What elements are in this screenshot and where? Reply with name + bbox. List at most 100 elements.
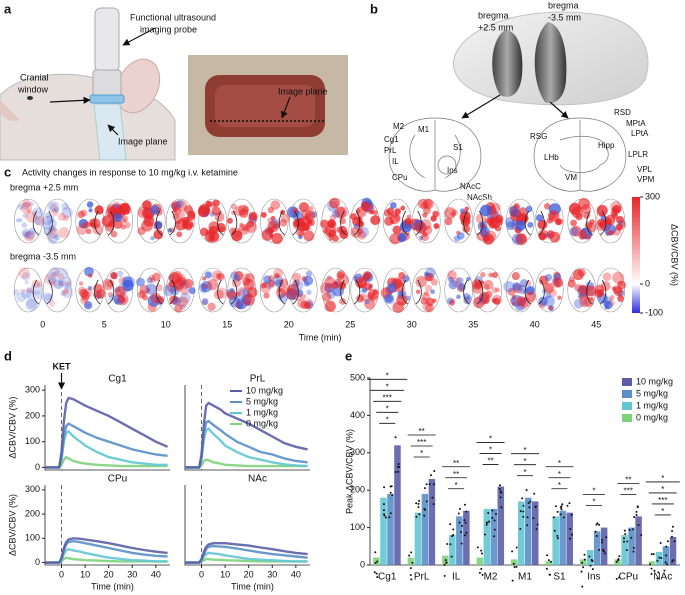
slice-outline (155, 210, 176, 236)
activity-patch (331, 209, 340, 218)
activity-patch (182, 216, 190, 225)
activity-patch (546, 230, 555, 239)
region-label: NAcSh (467, 193, 492, 202)
time-label: 40 (530, 319, 540, 329)
activity-patch (384, 216, 394, 226)
slice-outline (401, 210, 422, 236)
activity-patch (582, 211, 591, 219)
activity-patch (49, 203, 57, 211)
time-label: 0 (40, 319, 45, 329)
activity-patch (320, 282, 332, 295)
data-dot (602, 550, 605, 553)
heatmap-slice (13, 198, 73, 244)
region-label: RSG (530, 132, 547, 141)
activity-patch (123, 281, 134, 292)
activity-patch (521, 214, 529, 223)
activity-patch (212, 199, 220, 207)
activity-patch (260, 211, 267, 218)
time-label: 20 (284, 319, 294, 329)
activity-patch (145, 283, 157, 295)
activity-patch (24, 280, 29, 285)
activity-patch (136, 277, 145, 287)
probe-arrow (122, 27, 156, 46)
data-dot (423, 487, 426, 490)
bar (579, 559, 587, 565)
activity-patch (49, 266, 60, 277)
activity-patch (21, 222, 28, 228)
activity-patch (394, 208, 401, 216)
activity-patch (444, 217, 453, 226)
activity-patch (323, 227, 331, 235)
region-label: Ins (447, 166, 458, 175)
activity-patch (187, 210, 196, 219)
activity-patch (21, 289, 31, 300)
bar (628, 527, 635, 565)
activity-patch (305, 270, 312, 278)
activity-patch (154, 220, 163, 230)
activity-patch (167, 228, 173, 233)
activity-patch (570, 225, 582, 237)
activity-patch (432, 298, 437, 303)
data-dot (457, 512, 460, 515)
activity-patch (355, 276, 368, 289)
bar (621, 535, 628, 565)
activity-patch (488, 272, 494, 278)
data-dot (410, 578, 413, 581)
activity-patch (480, 204, 492, 217)
activity-patch (604, 214, 616, 226)
data-dot (590, 558, 593, 561)
heatmap-slice (259, 198, 318, 245)
activity-patch (276, 288, 286, 299)
data-dot (398, 466, 401, 469)
data-dot (534, 505, 537, 508)
data-dot (415, 502, 418, 505)
activity-patch (349, 213, 357, 221)
sig-label: *** (658, 496, 667, 505)
activity-patch (579, 284, 585, 291)
sig-label: * (489, 446, 492, 455)
activity-patch (119, 297, 127, 304)
activity-patch (420, 297, 428, 305)
x-tick-label: S1 (553, 572, 566, 583)
activity-patch (280, 286, 290, 296)
activity-patch (331, 281, 339, 290)
data-dot (522, 515, 525, 518)
activity-patch (482, 296, 490, 305)
activity-patch (242, 225, 249, 232)
activity-patch (232, 274, 241, 282)
activity-patch (287, 206, 299, 218)
slice-outline (94, 279, 115, 305)
data-dot (384, 516, 387, 519)
activity-patch (571, 206, 584, 219)
time-label: 25 (345, 319, 355, 329)
bar (593, 531, 601, 565)
activity-patch (201, 298, 209, 305)
activity-patch (491, 298, 497, 303)
data-dot (444, 559, 447, 562)
activity-patch (398, 271, 406, 280)
activity-patch (372, 289, 379, 295)
slice-outline (278, 279, 299, 305)
legend-label: 1 mg/kg (636, 400, 668, 410)
activity-patch (26, 298, 38, 309)
activity-patch (25, 229, 36, 240)
activity-patch (53, 268, 60, 275)
activity-patch (18, 218, 23, 223)
slice-outline (340, 210, 361, 236)
activity-patch (177, 296, 189, 308)
activity-patch (114, 286, 126, 298)
activity-patch (511, 233, 524, 245)
activity-patch (279, 219, 288, 227)
x-tick-label: 40 (291, 569, 301, 579)
series-line (185, 458, 308, 469)
panel-c-title: Activity changes in response to 10 mg/kg… (22, 167, 238, 177)
bar (428, 478, 436, 565)
activity-patch (215, 273, 222, 279)
data-dot (411, 561, 414, 564)
activity-patch (25, 290, 35, 299)
activity-patch (217, 273, 225, 281)
activity-patch (557, 295, 562, 300)
data-dot (650, 573, 653, 576)
x-tick-label: 10 (80, 569, 90, 579)
